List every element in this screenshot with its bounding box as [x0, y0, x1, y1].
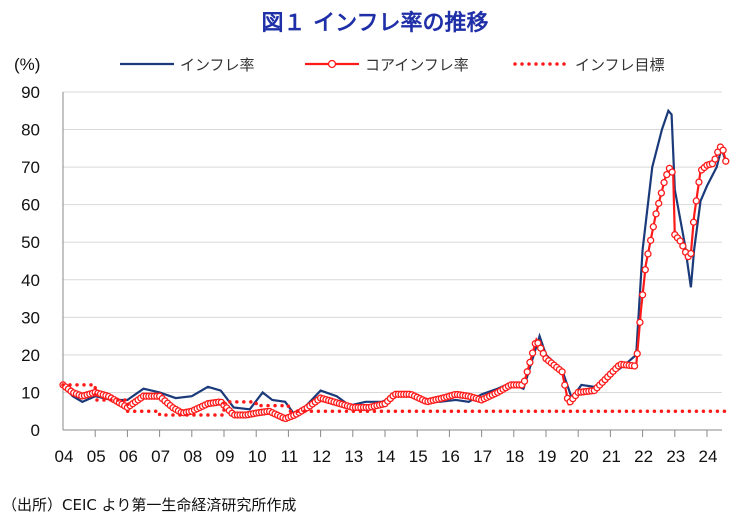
x-tick-label: 08	[183, 447, 202, 466]
y-tick-label: 80	[21, 121, 40, 140]
x-tick-label: 13	[344, 447, 363, 466]
x-tick-label: 21	[602, 447, 621, 466]
y-tick-label: 20	[21, 346, 40, 365]
core-inflation-point	[561, 381, 569, 389]
core-inflation-point	[641, 266, 649, 274]
core-inflation-point	[523, 368, 531, 376]
core-inflation-point	[520, 377, 529, 385]
core-inflation-point	[657, 189, 666, 197]
x-tick-label: 09	[216, 447, 235, 466]
x-tick-label: 11	[281, 447, 299, 466]
x-tick-label: 23	[666, 447, 685, 466]
core-inflation-point	[692, 197, 700, 205]
legend-label: インフレ目標	[575, 56, 665, 74]
y-tick-label: 50	[21, 233, 40, 252]
legend: インフレ率 コアインフレ率 インフレ目標	[120, 56, 665, 74]
y-tick-label: 60	[21, 196, 40, 215]
x-tick-label: 16	[441, 447, 460, 466]
y-tick-label: 30	[21, 308, 40, 327]
series-group	[59, 108, 730, 423]
core-inflation-point	[638, 291, 647, 299]
legend-label: コアインフレ率	[365, 56, 469, 74]
source-note: （出所）CEIC より第一生命経済研究所作成	[2, 496, 296, 514]
core-inflation-point	[633, 349, 641, 358]
x-tick-label: 07	[151, 447, 170, 466]
x-tick-label: 06	[119, 447, 138, 466]
x-tick-label: 04	[55, 447, 74, 466]
chart-title: 図１ インフレ率の推移	[262, 10, 489, 36]
core-inflation-point	[687, 249, 695, 258]
core-inflation-point	[558, 368, 566, 376]
core-inflation-point	[652, 210, 660, 218]
core-inflation-point	[630, 362, 639, 370]
y-tick-label: 40	[21, 271, 40, 290]
core-inflation-point	[711, 155, 719, 163]
gridlines	[63, 91, 722, 393]
x-tick-label: 17	[473, 447, 492, 466]
x-tick-label: 22	[634, 447, 653, 466]
y-tick-label: 0	[31, 421, 40, 440]
y-axis-label: (%)	[14, 55, 40, 74]
x-tick-label: 10	[248, 447, 267, 466]
series-line-core-inflation	[62, 144, 728, 420]
x-tick-label: 12	[312, 447, 331, 466]
x-tick-label: 18	[505, 447, 524, 466]
core-inflation-point	[644, 250, 652, 258]
x-tick-label: 14	[377, 447, 396, 466]
x-tick-label: 15	[409, 447, 428, 466]
core-inflation-point	[526, 358, 534, 367]
axes: 0 10 20 30 40 50 60 70 80 90 04 05 06 07 08 09 10 11 12 13 1…	[21, 83, 722, 466]
x-tick-label: 24	[699, 447, 718, 466]
core-inflation-point	[668, 168, 676, 176]
core-inflation-point	[719, 146, 727, 154]
legend-label: インフレ率	[180, 56, 255, 74]
legend-marker	[327, 59, 337, 69]
y-tick-label: 70	[21, 158, 40, 177]
core-inflation-point	[689, 218, 698, 226]
core-inflation-point	[695, 178, 703, 186]
x-tick-label: 20	[570, 447, 589, 466]
x-tick-label: 19	[538, 447, 557, 466]
core-inflation-point	[528, 349, 537, 357]
core-inflation-point	[722, 157, 730, 165]
x-tick-label: 05	[87, 447, 106, 466]
series-line-inflation-target	[61, 383, 729, 417]
core-inflation-point	[636, 318, 644, 326]
series-line-inflation	[62, 108, 728, 417]
core-inflation-point	[660, 178, 668, 187]
core-inflation-point	[649, 223, 657, 231]
y-tick-label: 10	[21, 383, 40, 402]
y-tick-label: 90	[21, 83, 40, 102]
core-inflation-point	[647, 236, 655, 244]
core-inflation-point	[679, 242, 687, 250]
core-inflation-point	[655, 199, 663, 208]
